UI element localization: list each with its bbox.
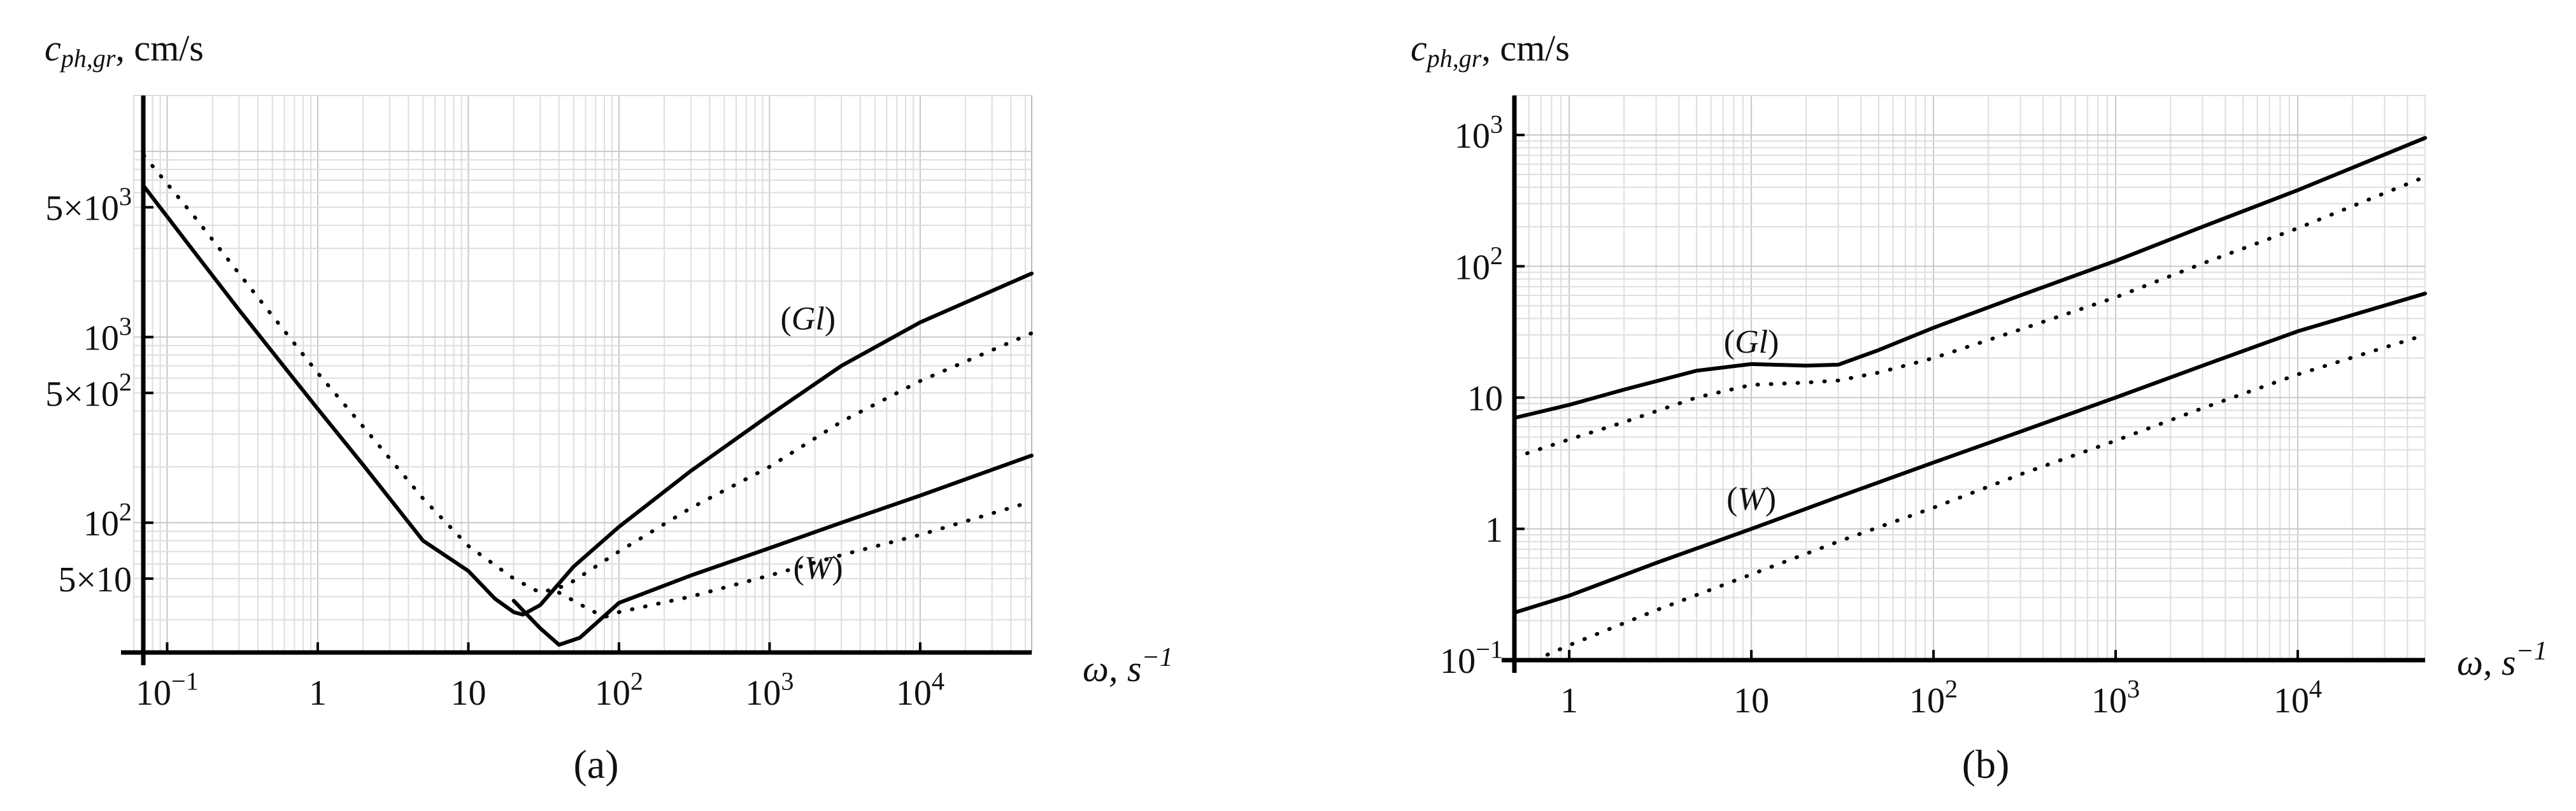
x-tick-label: 10 — [1733, 681, 1769, 721]
series-label-w: (W) — [793, 550, 843, 586]
y-tick-label: 102 — [1455, 241, 1503, 288]
x-tick-label: 104 — [896, 666, 944, 713]
series-label-gl: (Gl) — [1724, 324, 1779, 360]
chart-panel-b: 1 10 102 103 104 10−1 1 10 102 103 cph,gr, cm/s ω, … — [1411, 27, 2547, 721]
series-label-w: (W) — [1726, 481, 1776, 518]
x-tick-label: 104 — [2274, 674, 2322, 721]
grid-vertical — [133, 95, 1027, 652]
x-tick-label: 103 — [2091, 674, 2140, 721]
x-tick-label: 10 — [450, 673, 486, 713]
series-group — [1512, 136, 2427, 662]
x-tick-label: 1 — [309, 673, 327, 713]
series-line-gl-dotted — [141, 153, 1034, 595]
x-tick-label: 1 — [1560, 681, 1578, 721]
series-line-w-dotted — [1533, 333, 2427, 662]
x-tick-label: 102 — [595, 666, 643, 713]
panel-label-b: (b) — [1962, 742, 2010, 787]
series-line-w-solid — [511, 453, 1034, 647]
x-axis-label: ω, s−1 — [1083, 643, 1173, 689]
x-tick-labels: 1 10 102 103 104 — [1560, 650, 2322, 721]
y-tick-label: 103 — [83, 312, 132, 358]
grid-vertical — [1514, 95, 2426, 660]
y-tick-label: 1 — [1485, 511, 1503, 550]
y-tick-labels: 10−1 1 10 102 103 — [1440, 110, 1525, 681]
x-axis-label: ω, s−1 — [2457, 637, 2547, 683]
series-line-gl-solid — [141, 184, 1034, 617]
y-axis-label: cph,gr, cm/s — [45, 27, 204, 73]
y-tick-label: 10−1 — [1440, 635, 1503, 681]
y-tick-label: 102 — [83, 498, 132, 544]
y-tick-label: 10 — [1467, 379, 1503, 419]
x-tick-label: 103 — [745, 666, 793, 713]
y-axis-label: cph,gr, cm/s — [1411, 27, 1570, 73]
series-line-w-solid — [1512, 292, 2427, 615]
series-group — [141, 153, 1034, 647]
y-tick-labels: 5×10 102 5×102 103 5×103 — [45, 182, 153, 600]
y-tick-label: 5×103 — [45, 182, 132, 229]
y-tick-label: 5×102 — [45, 368, 132, 414]
series-line-gl-dotted — [1512, 174, 2427, 460]
y-tick-label: 5×10 — [58, 560, 132, 600]
x-tick-label: 10−1 — [136, 666, 199, 713]
x-tick-label: 102 — [1909, 674, 1958, 721]
series-line-gl-solid — [1512, 136, 2427, 420]
y-tick-label: 103 — [1455, 110, 1503, 157]
chart-panel-a: 10−1 1 10 102 103 104 5×10 102 5×102 103 5×103 cph,… — [45, 27, 1173, 713]
x-tick-labels: 10−1 1 10 102 103 104 — [136, 642, 944, 713]
panel-label-a: (a) — [573, 742, 618, 787]
series-label-gl: (Gl) — [780, 300, 836, 337]
